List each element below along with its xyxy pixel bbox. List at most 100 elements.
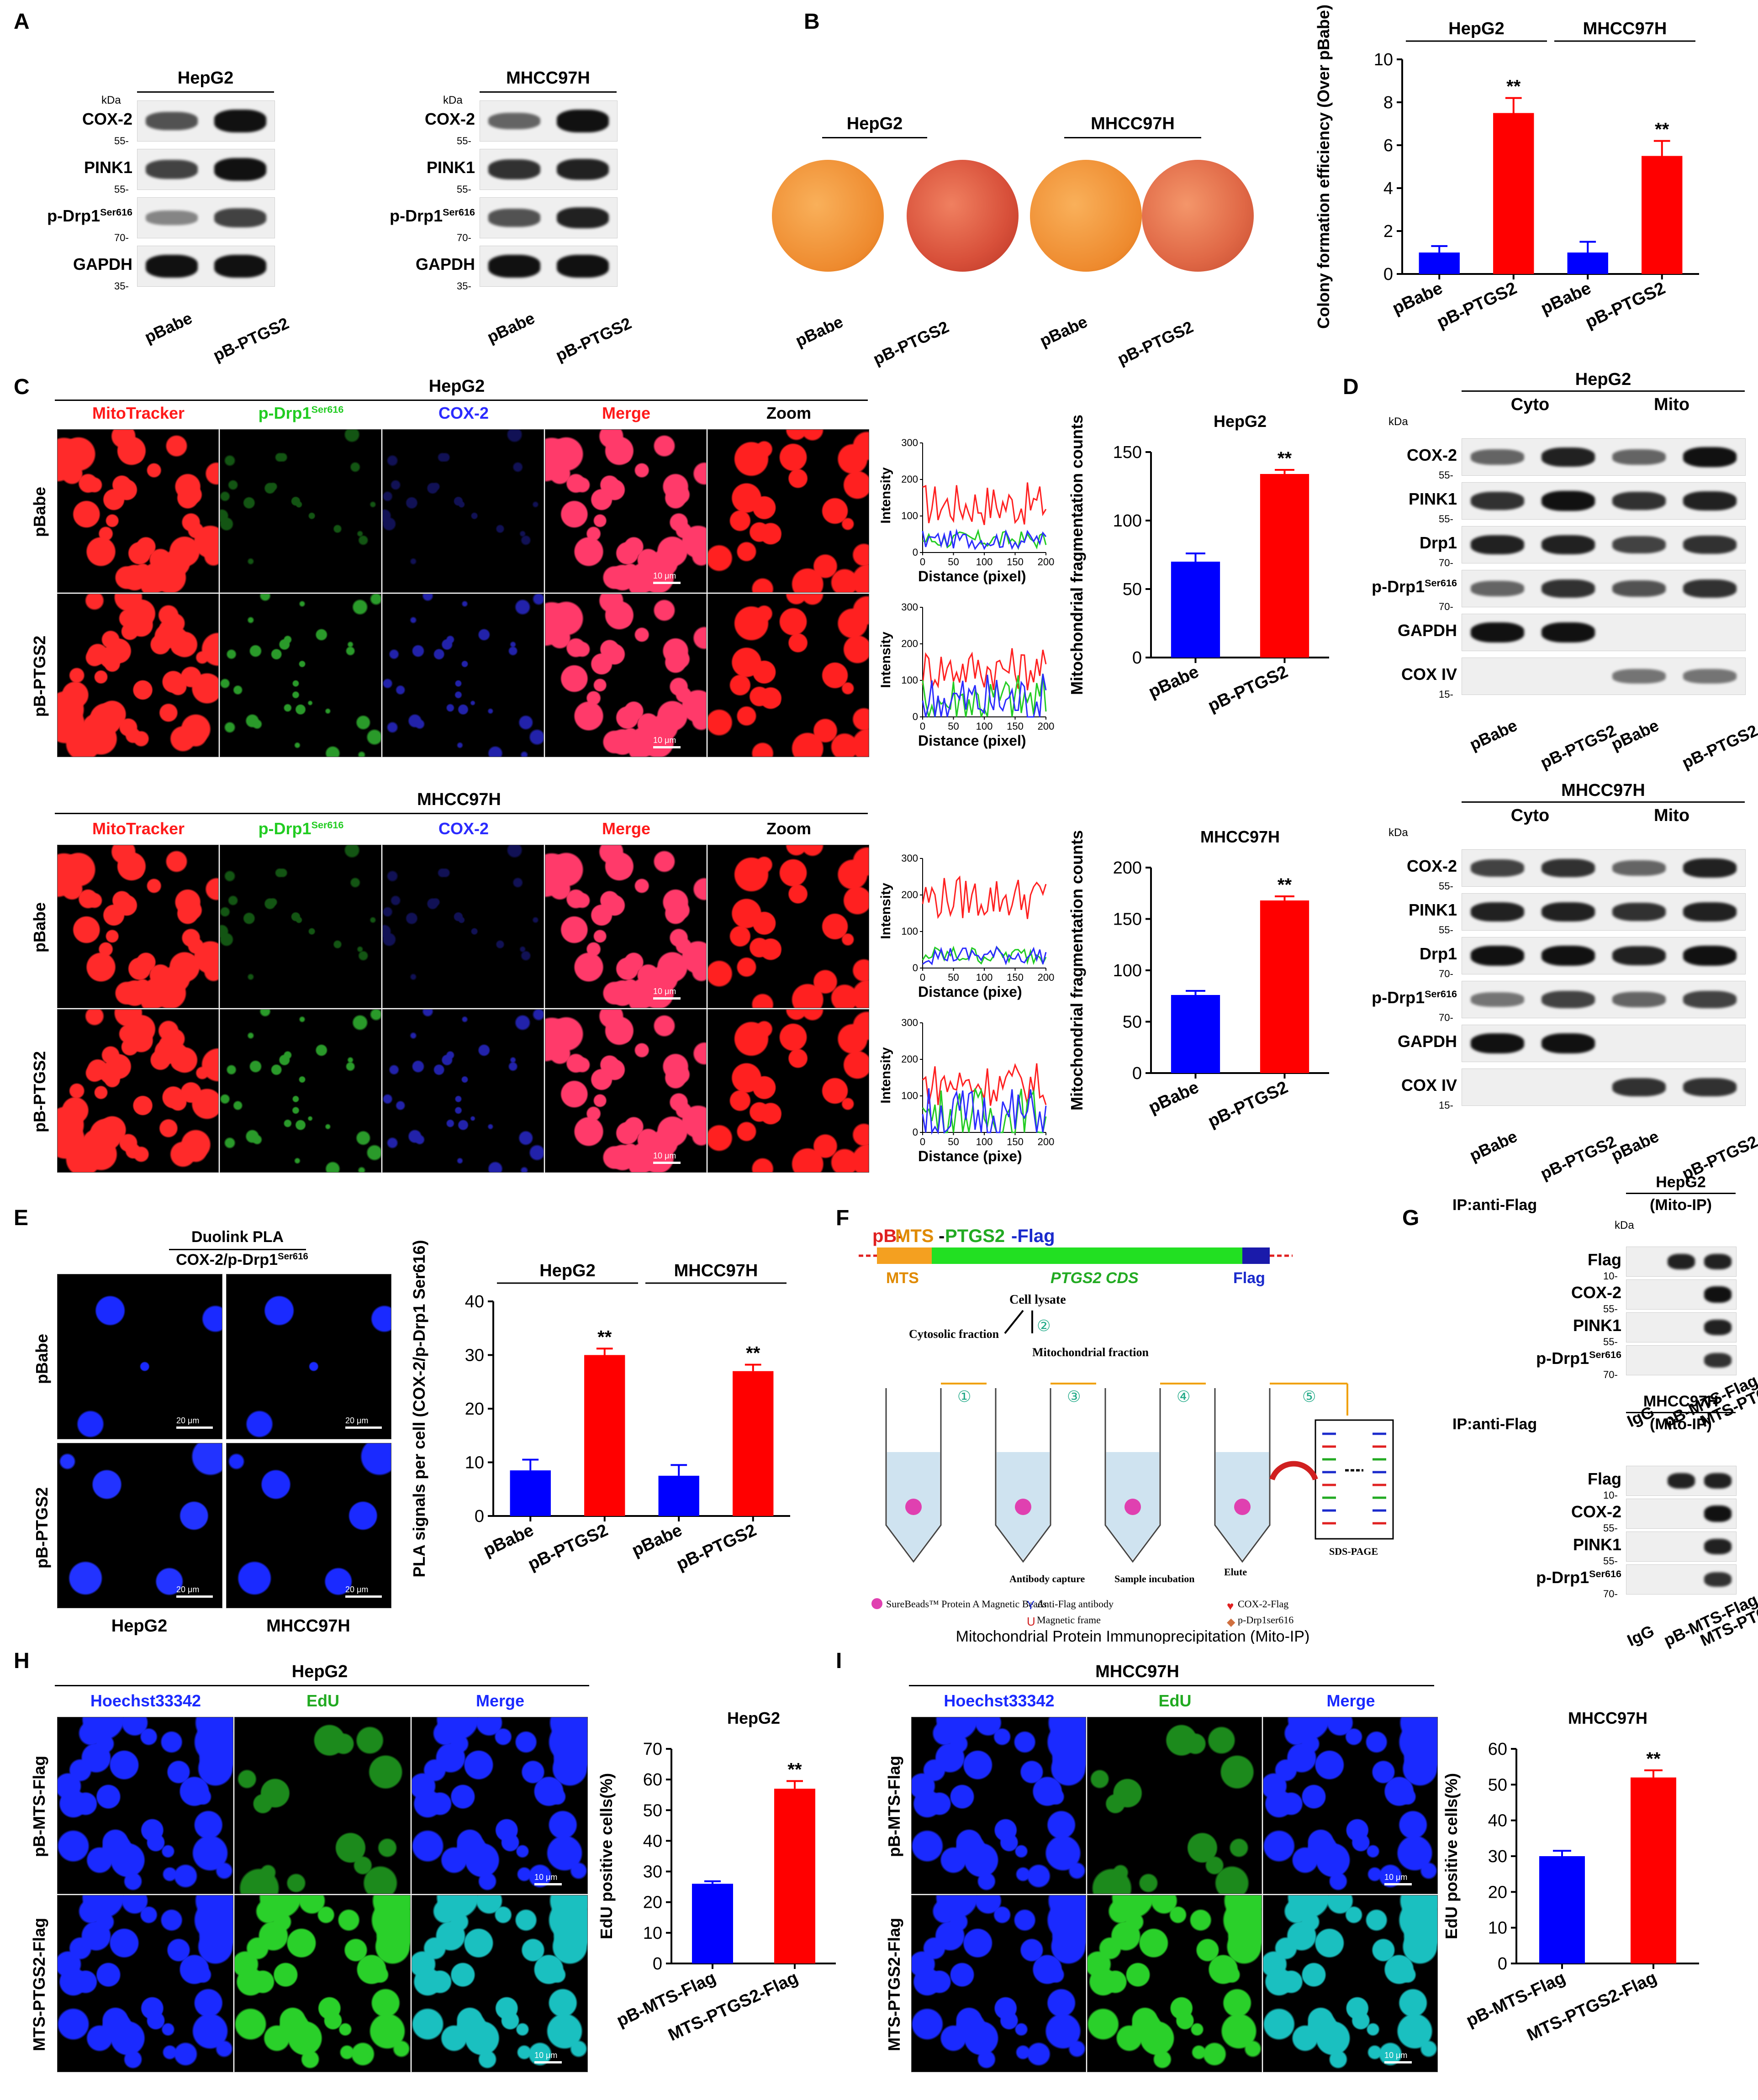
y-tick-label: 0	[913, 962, 918, 974]
ip-label: IP:anti-Flag	[1452, 1416, 1537, 1433]
profile-ylabel: Intensity	[878, 1047, 893, 1104]
blot-row-label: COX IV	[1401, 665, 1457, 684]
blot-lane-label: pB-PTGS2	[1679, 721, 1758, 773]
mw-marker: 55-	[1603, 1336, 1618, 1347]
bar	[1171, 562, 1220, 658]
channel-label: COX-2	[438, 404, 489, 422]
channel-label: Merge	[1326, 1691, 1375, 1710]
y-tick-label: 200	[901, 638, 918, 649]
y-tick-label: 6	[1383, 136, 1393, 155]
micro-image: 10 μm	[545, 594, 707, 757]
scale-bar: 10 μm	[534, 2051, 562, 2063]
blot-band	[557, 158, 609, 180]
panel-label-i: I	[836, 1649, 842, 1673]
x-tick-label: 100	[976, 1136, 993, 1147]
blot-row-label: PINK1	[1408, 489, 1457, 508]
pla-subtitle: COX-2/p-Drp1Ser616	[176, 1251, 308, 1268]
plate-group-underline	[1064, 137, 1201, 138]
pla-title-underline	[169, 1249, 306, 1250]
y-tick-label: 20	[465, 1400, 484, 1419]
fraction-label: Mito	[1653, 806, 1690, 825]
blot-a-mhcc-title: MHCC97H	[506, 68, 590, 88]
y-tick-label: 0	[475, 1507, 484, 1526]
mw-marker: 10-	[1603, 1489, 1618, 1501]
significance-mark: **	[1655, 120, 1669, 140]
scale-bar: 10 μm	[1384, 1873, 1412, 1885]
blot-row-label: Flag	[1587, 1250, 1621, 1269]
group-label: MHCC97H	[674, 1261, 758, 1280]
blot-band	[1612, 449, 1666, 465]
chart-frag-mhcc: MHCC97H 0 50 100 150 200 pBabe ** pB-PTGS2 Mitoch…	[1060, 817, 1343, 1164]
y-tick-label: 200	[901, 474, 918, 485]
legend-entry: COX-2-Flag	[1238, 1598, 1288, 1610]
blot-row-label: GAPDH	[1397, 1032, 1457, 1051]
blot-strip	[1626, 1247, 1737, 1277]
profile-series-red	[922, 648, 1047, 690]
bar	[774, 1789, 815, 1963]
panel-label-d: D	[1343, 375, 1359, 399]
micro-image	[57, 429, 219, 593]
blot-lane-label: pBabe	[1467, 1126, 1520, 1165]
blot-strip	[1462, 937, 1746, 974]
y-tick-label: 300	[901, 438, 918, 448]
blot-g-title: HepG2	[1656, 1174, 1706, 1191]
colony-plate-mhcc-ptgs2	[1142, 160, 1254, 272]
x-tick-label: 50	[948, 972, 959, 983]
bead	[1124, 1499, 1141, 1515]
y-tick-label: 0	[913, 547, 918, 558]
row-label: pB-MTS-Flag	[884, 1756, 903, 1857]
x-tick-label: 200	[1038, 721, 1055, 732]
mw-marker: 55-	[1439, 924, 1453, 936]
blot-lane-label: pBabe	[142, 308, 195, 347]
blot-band	[1612, 902, 1666, 921]
tube	[1214, 1388, 1271, 1563]
intensity-profile-plot: 0 100 200 300 0 50 100 150 200 Intensity Distance …	[878, 601, 1060, 758]
blot-band	[1704, 1253, 1732, 1270]
blot-band	[1470, 491, 1525, 511]
micro-image	[57, 845, 219, 1008]
mw-marker: 10-	[1603, 1270, 1618, 1282]
mito-fraction-label: Mitochondrial fraction	[1032, 1346, 1149, 1359]
micro-image	[220, 429, 381, 593]
scale-bar: 20 μm	[345, 1416, 382, 1429]
blot-row-label: COX-2	[1571, 1502, 1621, 1521]
diagram-mito-ip: pB- MTS - PTGS2 -Flag MTS PTGS2 CDS Flag Cell ly…	[859, 1215, 1407, 1645]
channel-label: MitoTracker	[92, 404, 185, 422]
blot-g-title: MHCC97H	[1643, 1393, 1719, 1410]
bar	[692, 1884, 733, 1963]
blot-strip	[137, 246, 275, 287]
x-tick-label: pBabe	[480, 1521, 537, 1560]
legend-magnet-icon: U	[1027, 1615, 1035, 1628]
channel-label: MitoTracker	[92, 819, 185, 838]
profile-svg: 0 100 200 300 0 50 100 150 200	[901, 437, 1054, 568]
mw-marker: 55-	[1603, 1303, 1618, 1315]
significance-mark: **	[1646, 1749, 1661, 1769]
micro-image	[1087, 1895, 1262, 2072]
profile-series-red	[922, 482, 1047, 525]
row-label: MTS-PTGS2-Flag	[884, 1918, 903, 2052]
blot-lane-label: pBabe	[1608, 1126, 1662, 1165]
blot-band	[1704, 1572, 1732, 1587]
y-tick-label: 30	[1488, 1847, 1507, 1866]
channel-label: Hoechst33342	[944, 1691, 1055, 1710]
blot-strip	[1626, 1279, 1737, 1310]
x-tick-label: 200	[1038, 972, 1055, 983]
y-tick-label: 2	[1383, 222, 1393, 241]
blot-band	[1683, 858, 1737, 878]
micro-image	[382, 429, 544, 593]
blot-strip	[137, 149, 275, 190]
blot-strip	[137, 197, 275, 238]
kda-label: kDa	[101, 94, 121, 106]
y-tick-label: 20	[1488, 1883, 1507, 1902]
y-tick-label: 0	[1383, 265, 1393, 284]
blot-strip	[1462, 438, 1746, 476]
blot-band	[1541, 535, 1595, 555]
chart-title: MHCC97H	[1200, 827, 1280, 846]
mts-segment	[877, 1247, 932, 1264]
blot-band	[1612, 580, 1666, 597]
blot-g-sub: (Mito-IP)	[1650, 1196, 1712, 1214]
blot-lane-label: pB-PTGS2	[553, 313, 634, 365]
legend-entry: p-Drp1ser616	[1238, 1614, 1293, 1626]
bar-chart-svg: MHCC97H0102030405060pB-MTS-Flag**MTS-PTG…	[1442, 1709, 1699, 2045]
blot-band	[1683, 669, 1737, 684]
